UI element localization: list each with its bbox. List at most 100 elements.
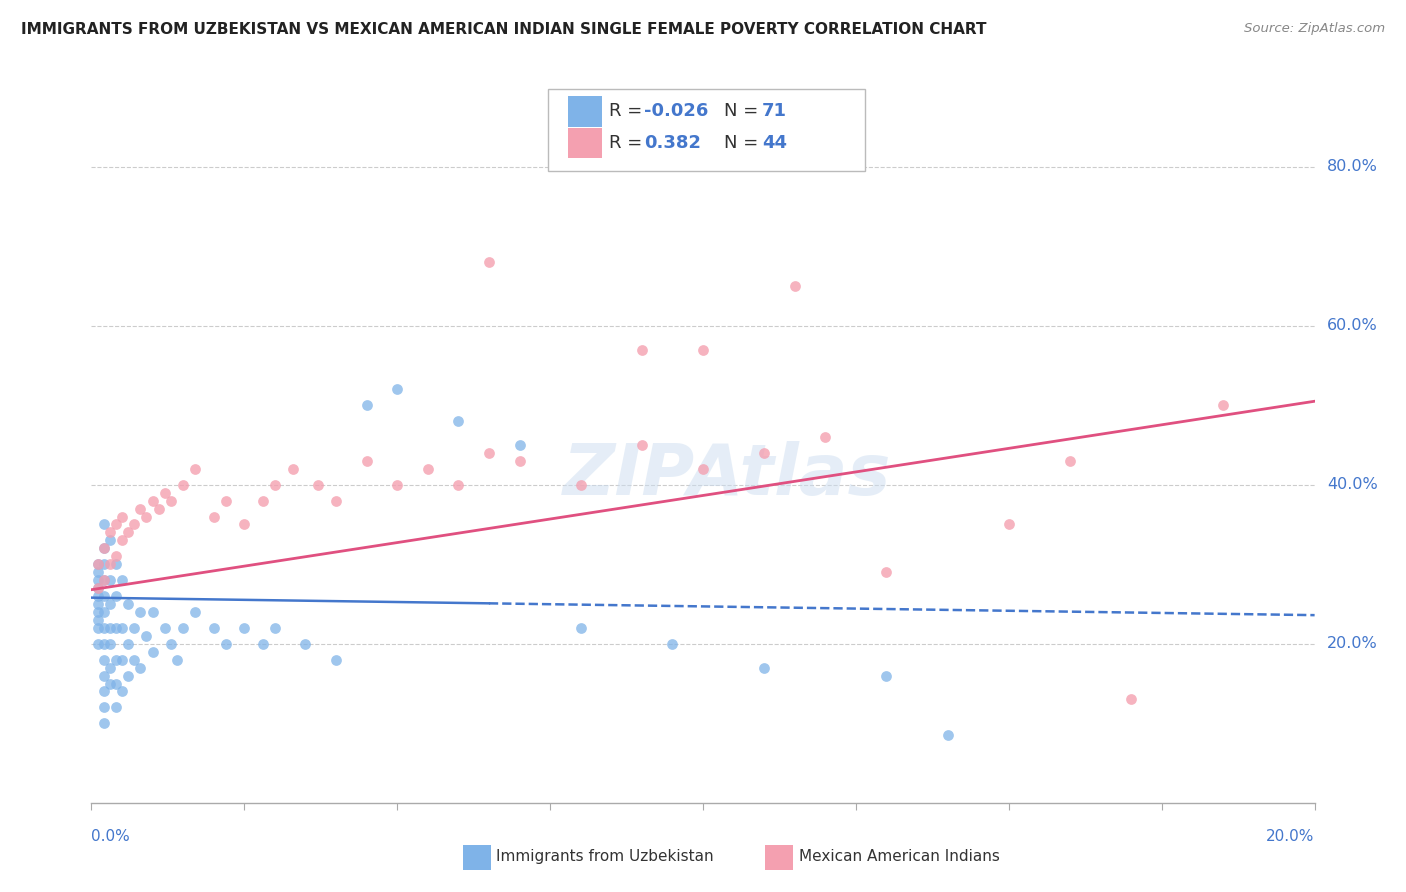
Point [93, 716, 115, 731]
Point [86, 605, 108, 619]
Point [104, 676, 127, 690]
Point [385, 382, 409, 396]
Point [98, 597, 121, 611]
Point [184, 605, 207, 619]
Text: 20.0%: 20.0% [1267, 829, 1315, 844]
Point [478, 446, 501, 460]
Point [111, 533, 134, 548]
Point [264, 477, 287, 491]
Text: Immigrants from Uzbekistan: Immigrants from Uzbekistan [496, 849, 714, 863]
Point [104, 549, 127, 564]
Point [875, 668, 898, 682]
Point [93, 541, 115, 556]
Point [104, 621, 127, 635]
Point [98, 525, 121, 540]
Point [202, 509, 225, 524]
Point [509, 438, 531, 452]
Point [93, 517, 115, 532]
Point [509, 454, 531, 468]
Point [172, 477, 194, 491]
Point [1059, 454, 1081, 468]
Point [86, 565, 108, 579]
Point [93, 605, 115, 619]
Point [252, 637, 274, 651]
Point [93, 653, 115, 667]
Text: 60.0%: 60.0% [1327, 318, 1378, 334]
Point [93, 541, 115, 556]
Point [86, 637, 108, 651]
Point [215, 637, 238, 651]
Point [416, 462, 439, 476]
Point [104, 653, 127, 667]
Point [135, 629, 157, 643]
Point [325, 493, 347, 508]
Point [783, 279, 806, 293]
Text: Mexican American Indians: Mexican American Indians [799, 849, 1000, 863]
Point [86, 558, 108, 572]
Point [754, 446, 776, 460]
Point [356, 398, 378, 412]
Point [294, 637, 316, 651]
Point [325, 653, 347, 667]
Point [104, 558, 127, 572]
Point [233, 517, 256, 532]
Text: R =: R = [609, 134, 648, 152]
Text: 0.382: 0.382 [644, 134, 702, 152]
Point [98, 660, 121, 674]
Point [478, 255, 501, 269]
Point [129, 501, 152, 516]
Point [202, 621, 225, 635]
Point [569, 621, 592, 635]
Point [122, 621, 145, 635]
Point [215, 493, 238, 508]
Point [117, 668, 139, 682]
Point [129, 660, 152, 674]
Point [141, 605, 163, 619]
Point [98, 573, 121, 587]
Point [98, 533, 121, 548]
Point [93, 684, 115, 698]
Point [1121, 692, 1143, 706]
Point [233, 621, 256, 635]
Point [104, 517, 127, 532]
Point [356, 454, 378, 468]
Point [111, 653, 134, 667]
Text: 0.0%: 0.0% [91, 829, 131, 844]
Text: N =: N = [724, 103, 763, 120]
Point [447, 414, 470, 428]
Point [631, 343, 654, 357]
Point [117, 525, 139, 540]
Point [86, 573, 108, 587]
Point [104, 589, 127, 603]
Point [569, 477, 592, 491]
Point [754, 660, 776, 674]
Point [93, 589, 115, 603]
Point [86, 613, 108, 627]
Point [86, 558, 108, 572]
Point [283, 462, 305, 476]
Point [111, 573, 134, 587]
Point [172, 621, 194, 635]
Point [1212, 398, 1234, 412]
Text: 20.0%: 20.0% [1327, 636, 1378, 651]
Text: 44: 44 [762, 134, 787, 152]
Point [98, 558, 121, 572]
Point [98, 637, 121, 651]
Point [153, 485, 176, 500]
Point [135, 509, 157, 524]
Point [936, 728, 959, 742]
Point [141, 645, 163, 659]
Point [875, 565, 898, 579]
Text: 80.0%: 80.0% [1327, 159, 1378, 174]
Point [141, 493, 163, 508]
Point [111, 621, 134, 635]
Point [93, 573, 115, 587]
Point [998, 517, 1021, 532]
Text: IMMIGRANTS FROM UZBEKISTAN VS MEXICAN AMERICAN INDIAN SINGLE FEMALE POVERTY CORR: IMMIGRANTS FROM UZBEKISTAN VS MEXICAN AM… [21, 22, 987, 37]
Point [111, 684, 134, 698]
Point [129, 605, 152, 619]
Point [93, 637, 115, 651]
Point [692, 343, 714, 357]
Point [86, 581, 108, 595]
Point [86, 581, 108, 595]
